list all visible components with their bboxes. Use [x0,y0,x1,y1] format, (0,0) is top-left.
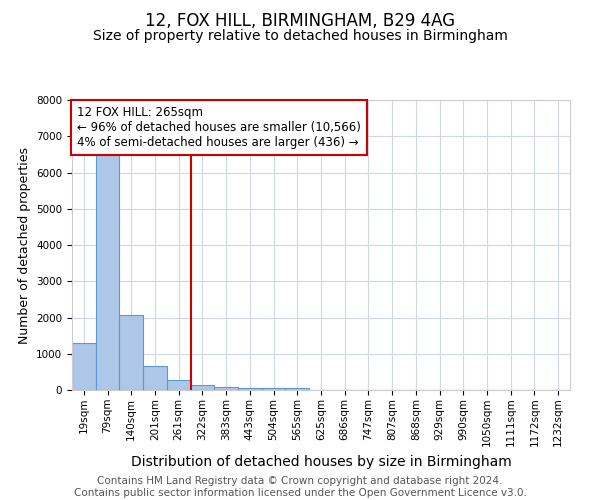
Bar [167,380,191,390]
Bar [191,384,214,390]
Bar [119,315,143,390]
Bar [143,366,167,390]
Text: Size of property relative to detached houses in Birmingham: Size of property relative to detached ho… [92,29,508,43]
Text: 12, FOX HILL, BIRMINGHAM, B29 4AG: 12, FOX HILL, BIRMINGHAM, B29 4AG [145,12,455,30]
Bar [238,388,262,390]
Y-axis label: Number of detached properties: Number of detached properties [17,146,31,344]
Text: 12 FOX HILL: 265sqm
← 96% of detached houses are smaller (10,566)
4% of semi-det: 12 FOX HILL: 265sqm ← 96% of detached ho… [77,106,361,149]
Text: Contains HM Land Registry data © Crown copyright and database right 2024.
Contai: Contains HM Land Registry data © Crown c… [74,476,526,498]
Bar [262,388,286,390]
Bar [286,388,309,390]
X-axis label: Distribution of detached houses by size in Birmingham: Distribution of detached houses by size … [131,454,511,468]
Bar [214,386,238,390]
Bar [72,343,96,390]
Bar [96,152,119,390]
